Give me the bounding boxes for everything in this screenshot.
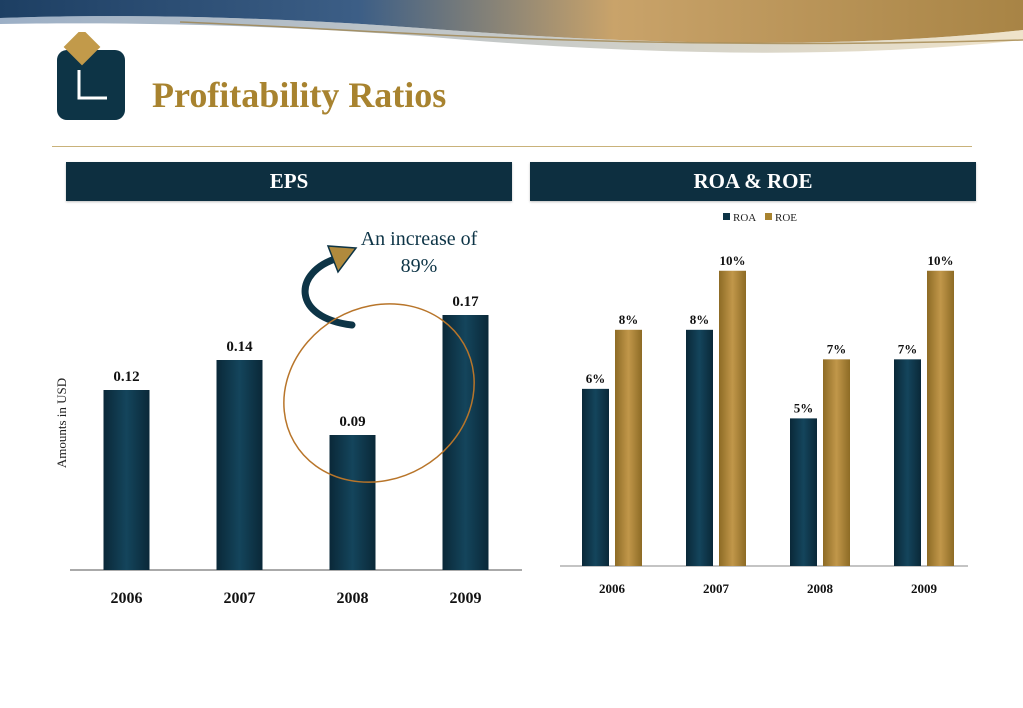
roe-data-label: 8%: [619, 312, 639, 327]
roa-data-label: 6%: [586, 371, 606, 386]
roa-bar-2008: [790, 418, 817, 566]
eps-bar-2006: [103, 390, 150, 570]
roa-data-label: 7%: [898, 341, 918, 356]
header-banner: [0, 0, 1023, 53]
roa-roe-x-tick-label: 2006: [599, 581, 626, 596]
roa-data-label: 5%: [794, 400, 814, 415]
eps-x-tick-label: 2006: [111, 590, 143, 607]
roe-data-label: 7%: [827, 341, 847, 356]
page-title: Profitability Ratios: [152, 75, 447, 115]
roe-bar-2009: [927, 270, 954, 566]
eps-y-axis-label: Amounts in USD: [54, 378, 69, 468]
roa-roe-x-tick-label: 2008: [807, 581, 834, 596]
roa-roe-chart: ROA ROE 6% 8% 2006 8% 10% 2007 5% 7% 2008 7% 10% 200…: [560, 212, 968, 596]
eps-panel-title: EPS: [269, 169, 309, 193]
roa-roe-x-tick-label: 2007: [703, 581, 730, 596]
eps-panel-header: EPS: [66, 162, 512, 201]
legend-swatch-roe: [765, 213, 772, 220]
title-divider: [52, 146, 972, 147]
increase-annotation: An increase of 89%: [283, 228, 478, 483]
roa-roe-panel-title: ROA & ROE: [693, 169, 813, 193]
roe-data-label: 10%: [720, 253, 746, 268]
roe-bar-2006: [615, 329, 642, 566]
company-logo: [57, 32, 125, 120]
eps-data-label: 0.12: [113, 369, 139, 385]
eps-data-label: 0.17: [452, 294, 479, 310]
roa-bar-2006: [582, 388, 609, 566]
roe-data-label: 10%: [928, 253, 954, 268]
eps-chart: Amounts in USD 0.12 2006 0.14 2007 0.09 2008 0…: [54, 294, 522, 607]
annotation-line-1: An increase of: [361, 228, 478, 250]
legend-label-roa: ROA: [733, 212, 756, 224]
highlight-circle: [283, 303, 475, 483]
eps-x-tick-label: 2007: [224, 590, 256, 607]
roa-bar-2009: [894, 359, 921, 566]
roe-bar-2008: [823, 359, 850, 566]
roa-bar-2007: [686, 329, 713, 566]
eps-x-tick-label: 2009: [450, 590, 482, 607]
roa-roe-x-tick-label: 2009: [911, 581, 938, 596]
eps-bar-2007: [216, 360, 263, 570]
arrow-head-icon: [326, 245, 358, 274]
eps-x-tick-label: 2008: [337, 590, 369, 607]
roa-roe-panel-header: ROA & ROE: [530, 162, 976, 201]
eps-bar-2008: [329, 435, 376, 570]
eps-data-label: 0.09: [339, 414, 365, 430]
legend-label-roe: ROE: [775, 212, 797, 224]
roe-bar-2007: [719, 270, 746, 566]
eps-bar-2009: [442, 315, 489, 570]
annotation-line-2: 89%: [401, 255, 438, 277]
eps-data-label: 0.14: [226, 339, 253, 355]
chart-legend: ROA ROE: [723, 212, 797, 224]
legend-swatch-roa: [723, 213, 730, 220]
curved-arrow-icon: [301, 254, 356, 329]
roa-data-label: 8%: [690, 312, 710, 327]
